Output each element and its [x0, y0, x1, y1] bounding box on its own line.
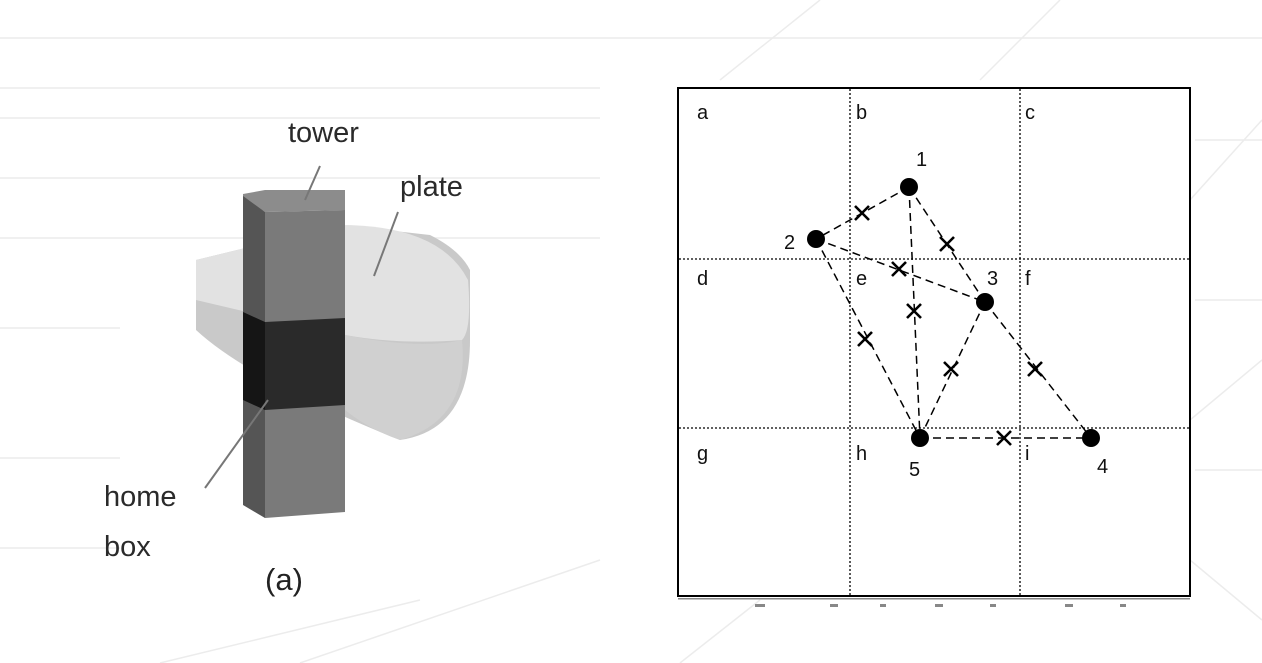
- edge-3-4: [984, 301, 1092, 439]
- midpoint-marker-1-3: [939, 236, 955, 252]
- home-box-shape: [243, 312, 345, 410]
- node-label-5: 5: [909, 459, 920, 481]
- midpoint-marker-1-5: [906, 303, 922, 319]
- midpoint-marker-3-5: [943, 361, 959, 377]
- midpoint-marker-3-4: [1027, 361, 1043, 377]
- figure-caption: (a): [265, 562, 303, 597]
- cropped-text-fragment: [678, 598, 1190, 607]
- midpoint-markers: [854, 205, 1043, 446]
- grid-lines: [679, 89, 1189, 595]
- cell-label-e: e: [856, 268, 867, 290]
- cell-label-i: i: [1025, 443, 1029, 465]
- plate-label: plate: [400, 171, 463, 203]
- cell-label-g: g: [697, 443, 708, 465]
- cell-label-f: f: [1025, 268, 1031, 290]
- node-2: [807, 230, 825, 248]
- grid-frame: [677, 87, 1191, 597]
- midpoint-marker-2-3: [891, 261, 907, 277]
- node-label-3: 3: [987, 268, 998, 290]
- edge-2-3: [815, 238, 986, 303]
- tower-leader: [304, 165, 321, 201]
- node-label-4: 4: [1097, 456, 1108, 478]
- home-label: home: [104, 481, 177, 513]
- node-3: [976, 293, 994, 311]
- midpoint-marker-2-5: [857, 331, 873, 347]
- home-box-leader: [204, 399, 269, 489]
- node-label-2: 2: [784, 232, 795, 254]
- node-label-1: 1: [916, 149, 927, 171]
- cell-label-c: c: [1025, 102, 1035, 124]
- cell-label-a: a: [697, 102, 709, 124]
- midpoint-marker-1-2: [854, 205, 870, 221]
- nodes: [807, 178, 1100, 447]
- cell-label-h: h: [856, 443, 867, 465]
- edge-1-5: [908, 186, 921, 439]
- tower-label: tower: [288, 117, 359, 149]
- cell-label-b: b: [856, 102, 867, 124]
- node-5: [911, 429, 929, 447]
- midpoint-marker-5-4: [996, 430, 1012, 446]
- left-figure: tower plate home box (a): [104, 117, 470, 597]
- box-label: box: [104, 531, 151, 563]
- edge-2-5: [815, 238, 921, 439]
- node-4: [1082, 429, 1100, 447]
- plate-leader: [373, 211, 399, 277]
- cell-label-d: d: [697, 268, 708, 290]
- node-1: [900, 178, 918, 196]
